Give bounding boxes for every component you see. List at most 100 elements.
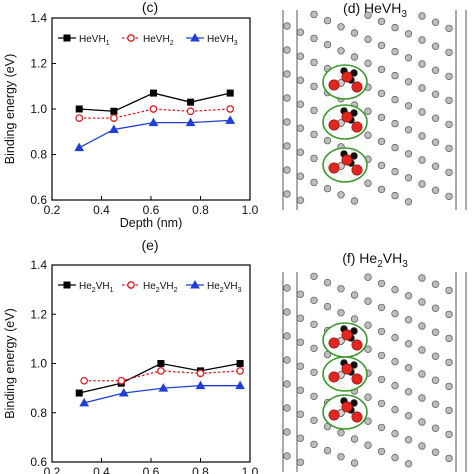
w-atom: [283, 404, 291, 412]
w-atom: [445, 310, 453, 319]
data-point: [185, 117, 196, 127]
w-atom: [364, 35, 372, 43]
w-atom: [323, 446, 332, 455]
w-atom: [418, 156, 426, 164]
w-atom: [445, 144, 453, 153]
legend: HeVH1 HeVH2 HeVH3: [58, 32, 238, 47]
legend-entry-sub2: 1: [110, 287, 114, 294]
binding-energy-chart-c: (c) 0.2 0.4 0.6 0.8 1.0 0.6 0.8 1.0 1.2 1.4 Depth …: [3, 0, 259, 230]
w-atom: [296, 290, 305, 298]
w-atom: [431, 352, 440, 360]
data-point: [195, 380, 206, 390]
w-atom: [431, 328, 440, 336]
data-point: [157, 367, 165, 375]
series-1: [75, 89, 234, 115]
he-atom: [351, 339, 363, 351]
legend-entry-base: HeVH: [143, 34, 170, 45]
w-atom: [310, 368, 318, 377]
legend-entry: HeVH3: [207, 34, 238, 47]
he-vh-cluster: [322, 322, 368, 358]
structure-title-f-mid: VH: [383, 250, 402, 266]
w-atom: [431, 18, 440, 26]
y-tick-label: 1.2: [30, 57, 47, 71]
w-atom: [283, 190, 291, 198]
w-atom: [431, 448, 440, 456]
w-atom: [445, 430, 453, 439]
legend-entry-sub2: 3: [238, 287, 242, 294]
data-point: [118, 388, 129, 397]
he-atom: [328, 409, 340, 421]
structure-title-f-sub2: 3: [402, 259, 408, 270]
w-atom: [404, 78, 413, 86]
binding-energy-chart-e: (e) 0.20.40.60.81.00.60.81.01.21.4Depth …: [3, 237, 259, 474]
he-atom: [351, 373, 363, 385]
y-axis-title: Binding energy (eV): [3, 308, 17, 418]
he-atom: [341, 329, 353, 341]
w-atom: [337, 309, 345, 317]
w-atom: [391, 95, 399, 104]
legend-entry-sub: 2: [156, 287, 160, 294]
x-tick-label: 0.6: [143, 465, 160, 474]
data-point: [75, 389, 83, 397]
w-atom: [445, 192, 453, 201]
data-point: [226, 105, 235, 113]
w-atom: [364, 107, 372, 115]
w-atom: [404, 54, 413, 62]
w-atom: [283, 118, 291, 126]
legend-entry-sub: 1: [106, 40, 110, 47]
w-atom: [323, 278, 332, 287]
x-axis-title: Depth (nm): [120, 216, 183, 230]
legend-entry-base: HeVH: [79, 34, 106, 45]
w-atom: [404, 436, 413, 444]
w-atom: [418, 298, 426, 306]
legend-entry-base: HeVH: [207, 34, 234, 45]
w-atom: [391, 167, 399, 176]
legend-entry: HeVH2: [143, 34, 174, 47]
w-atom: [364, 441, 372, 449]
w-atom: [391, 285, 399, 294]
x-tick-label: 1.0: [242, 465, 259, 474]
y-tick-label: 0.6: [30, 193, 47, 207]
legend-entry-base: He: [143, 281, 156, 292]
data-point: [110, 107, 118, 115]
atomic-structure-panel-f: (f) He2VH3: [282, 250, 467, 472]
data-point: [79, 397, 90, 407]
atomic-structure-panel-d: (d) HeVH3: [282, 0, 467, 210]
legend-entry: He2VH1: [79, 281, 114, 294]
he-atom: [328, 337, 340, 349]
w-atom: [445, 96, 453, 105]
w-atom: [377, 113, 386, 122]
data-point: [226, 89, 234, 97]
w-atom: [404, 150, 413, 158]
data-point: [75, 114, 84, 122]
w-atom: [296, 458, 305, 466]
w-atom: [310, 154, 318, 163]
w-atom: [431, 186, 440, 194]
y-tick-label: 0.6: [30, 455, 47, 469]
legend-entry: He2VH2: [143, 281, 178, 294]
w-atom: [364, 393, 372, 401]
data-point: [80, 376, 89, 385]
w-atom: [391, 429, 399, 438]
y-tick-label: 1.0: [30, 357, 47, 371]
w-atom: [283, 22, 291, 30]
w-atom: [296, 314, 305, 322]
he-atom: [328, 162, 340, 174]
w-atom: [445, 120, 453, 129]
panel-label-e: (e): [141, 237, 158, 253]
w-atom: [377, 351, 386, 360]
w-atom: [283, 452, 291, 460]
w-atom: [391, 143, 399, 152]
w-atom: [404, 460, 413, 468]
legend-entry-sub: 3: [234, 40, 238, 47]
w-atom: [364, 321, 372, 329]
x-tick-label: 0.2: [44, 203, 61, 217]
y-tick-label: 1.4: [30, 258, 47, 272]
w-atom: [283, 46, 291, 54]
w-atom: [404, 126, 413, 134]
w-atom: [310, 130, 318, 139]
w-atom: [337, 453, 345, 461]
w-atom: [296, 410, 305, 418]
y-tick-label: 0.8: [30, 148, 47, 162]
he-vh-cluster: [322, 147, 368, 183]
